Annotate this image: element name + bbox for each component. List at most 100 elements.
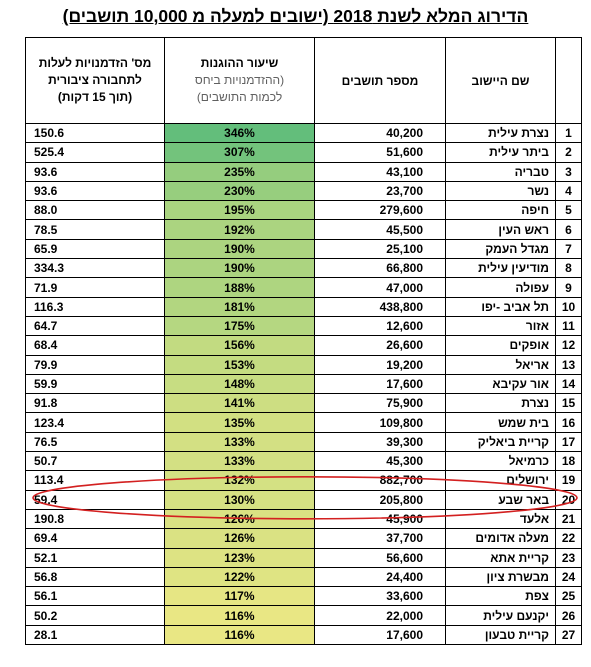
row-fairness-rate: 122% — [164, 566, 315, 588]
row-fairness-rate: 116% — [164, 624, 315, 646]
row-population: 438,800 — [314, 296, 446, 317]
table-row: 12 אופקים 26,600 156% 68.4 — [25, 335, 582, 356]
header-rate-subtitle-1: (ההזדמנויות ביחס — [194, 73, 285, 87]
row-fairness-rate: 126% — [164, 508, 315, 530]
table-row: 24 מבשרת ציון 24,400 122% 56.8 — [25, 566, 582, 588]
row-fairness-rate: 192% — [164, 219, 315, 240]
table-row: 26 יקנעם עילית 22,000 116% 50.2 — [25, 605, 582, 626]
row-population: 39,300 — [314, 431, 446, 453]
row-transit-access: 79.9 — [25, 354, 165, 375]
row-transit-access: 71.9 — [25, 277, 165, 298]
row-rank: 24 — [555, 566, 582, 588]
row-settlement-name: נשר — [445, 180, 556, 202]
row-transit-access: 78.5 — [25, 219, 165, 240]
header-access-title-1: מס' הזדמנויות לעלות — [38, 56, 152, 70]
row-settlement-name: צפת — [445, 586, 556, 607]
row-rank: 19 — [555, 470, 582, 491]
row-rank: 13 — [555, 354, 582, 375]
row-rank: 23 — [555, 547, 582, 568]
row-transit-access: 190.8 — [25, 508, 165, 530]
row-settlement-name: ראש העין — [445, 219, 556, 240]
row-rank: 9 — [555, 277, 582, 298]
row-settlement-name: ביתר עילית — [445, 142, 556, 163]
row-population: 109,800 — [314, 412, 446, 433]
table-row: 18 כרמיאל 45,300 133% 50.7 — [25, 451, 582, 472]
table-row: 23 קריית אתא 56,600 123% 52.1 — [25, 547, 582, 568]
row-fairness-rate: 135% — [164, 412, 315, 433]
row-settlement-name: יקנעם עילית — [445, 605, 556, 626]
header-rank — [555, 37, 582, 124]
table-row: 27 קריית טבעון 17,600 116% 28.1 — [25, 624, 582, 646]
row-population: 205,800 — [314, 489, 446, 510]
row-population: 43,100 — [314, 161, 446, 182]
row-rank: 8 — [555, 258, 582, 279]
table-row: 8 מודיעין עילית 66,800 190% 334.3 — [25, 258, 582, 279]
row-rank: 18 — [555, 451, 582, 472]
row-settlement-name: קריית טבעון — [445, 624, 556, 646]
row-fairness-rate: 133% — [164, 451, 315, 472]
row-settlement-name: באר שבע — [445, 489, 556, 510]
row-fairness-rate: 116% — [164, 605, 315, 626]
row-population: 66,800 — [314, 258, 446, 279]
row-settlement-name: מבשרת ציון — [445, 566, 556, 588]
row-transit-access: 116.3 — [25, 296, 165, 317]
row-rank: 1 — [555, 122, 582, 144]
row-fairness-rate: 190% — [164, 238, 315, 260]
row-settlement-name: אלעד — [445, 508, 556, 530]
table-row: 4 נשר 23,700 230% 93.6 — [25, 180, 582, 202]
row-transit-access: 52.1 — [25, 547, 165, 568]
row-population: 17,600 — [314, 624, 446, 646]
table-body: 1 נצרת עילית 40,200 346% 150.6 2 ביתר עילית 51,… — [25, 122, 582, 646]
table-row: 21 אלעד 45,900 126% 190.8 — [25, 508, 582, 530]
row-settlement-name: מעלה אדומים — [445, 528, 556, 549]
row-transit-access: 93.6 — [25, 161, 165, 182]
table-row: 6 ראש העין 45,500 192% 78.5 — [25, 219, 582, 240]
row-population: 51,600 — [314, 142, 446, 163]
header-population: מספר תושבים — [314, 37, 446, 124]
row-settlement-name: מודיעין עילית — [445, 258, 556, 279]
row-settlement-name: חיפה — [445, 200, 556, 221]
row-rank: 27 — [555, 624, 582, 646]
row-transit-access: 59.4 — [25, 489, 165, 510]
table-row: 2 ביתר עילית 51,600 307% 525.4 — [25, 142, 582, 163]
row-rank: 21 — [555, 508, 582, 530]
row-population: 45,300 — [314, 451, 446, 472]
table-row: 13 אריאל 19,200 153% 79.9 — [25, 354, 582, 375]
header-rate-title: שיעור ההוגנות — [200, 56, 279, 70]
row-settlement-name: אופקים — [445, 335, 556, 356]
table-row: 7 מגדל העמק 25,100 190% 65.9 — [25, 238, 582, 260]
row-transit-access: 68.4 — [25, 335, 165, 356]
row-settlement-name: עפולה — [445, 277, 556, 298]
row-settlement-name: מגדל העמק — [445, 238, 556, 260]
row-transit-access: 150.6 — [25, 122, 165, 144]
row-transit-access: 69.4 — [25, 528, 165, 549]
row-fairness-rate: 130% — [164, 489, 315, 510]
row-population: 22,000 — [314, 605, 446, 626]
row-population: 882,700 — [314, 470, 446, 491]
table-row: 1 נצרת עילית 40,200 346% 150.6 — [25, 122, 582, 144]
row-rank: 26 — [555, 605, 582, 626]
row-fairness-rate: 230% — [164, 180, 315, 202]
row-settlement-name: אזור — [445, 315, 556, 337]
row-settlement-name: כרמיאל — [445, 451, 556, 472]
row-transit-access: 113.4 — [25, 470, 165, 491]
row-settlement-name: טבריה — [445, 161, 556, 182]
row-transit-access: 88.0 — [25, 200, 165, 221]
row-fairness-rate: 346% — [164, 122, 315, 144]
row-population: 23,700 — [314, 180, 446, 202]
row-fairness-rate: 153% — [164, 354, 315, 375]
row-population: 45,900 — [314, 508, 446, 530]
row-fairness-rate: 117% — [164, 586, 315, 607]
row-population: 12,600 — [314, 315, 446, 337]
row-transit-access: 59.9 — [25, 373, 165, 395]
row-fairness-rate: 133% — [164, 431, 315, 453]
row-transit-access: 93.6 — [25, 180, 165, 202]
row-rank: 12 — [555, 335, 582, 356]
ranking-table: שם היישוב מספר תושבים שיעור ההוגנות (ההז… — [25, 37, 582, 646]
table-row: 15 נצרת 75,900 141% 91.8 — [25, 393, 582, 414]
row-transit-access: 91.8 — [25, 393, 165, 414]
table-row: 17 קריית ביאליק 39,300 133% 76.5 — [25, 431, 582, 453]
row-population: 19,200 — [314, 354, 446, 375]
table-row: 3 טבריה 43,100 235% 93.6 — [25, 161, 582, 182]
row-fairness-rate: 181% — [164, 296, 315, 317]
